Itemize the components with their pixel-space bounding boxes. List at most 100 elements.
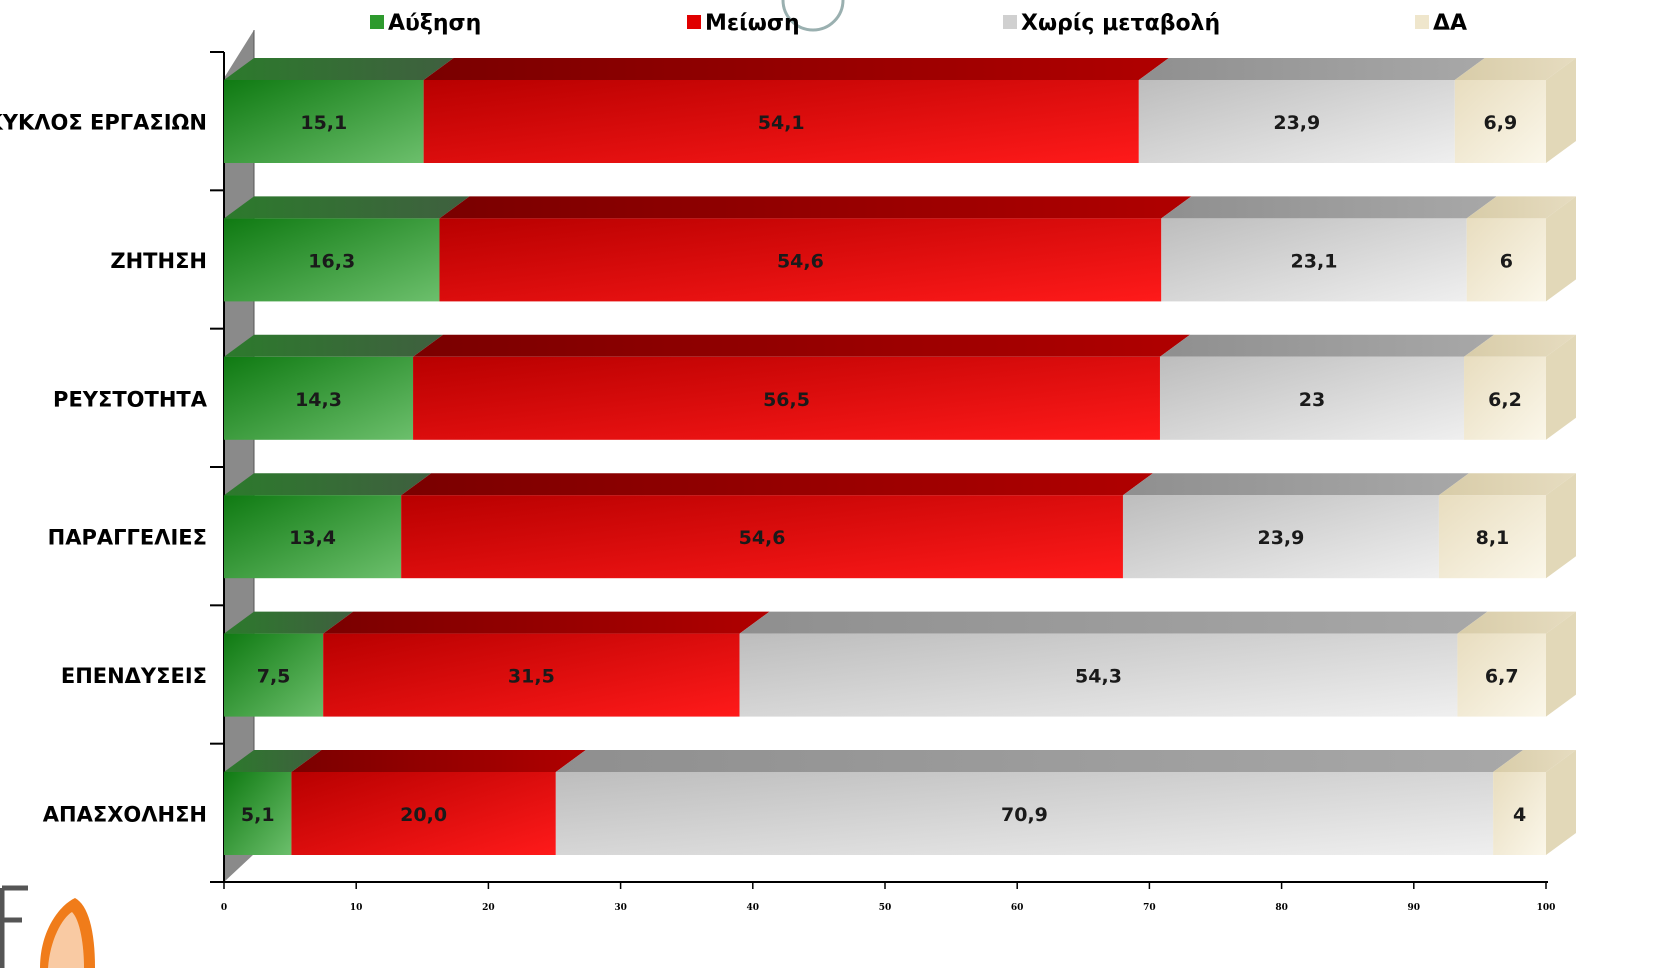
data-label: 54,3 <box>1075 666 1122 688</box>
data-label: 70,9 <box>1001 804 1048 826</box>
data-label: 6,7 <box>1485 666 1519 688</box>
data-label: 20,0 <box>400 804 447 826</box>
x-tick-label: 40 <box>747 903 760 913</box>
category-label: ΑΠΑΣΧΟΛΗΣΗ <box>43 803 207 827</box>
bar-top-face <box>1159 334 1495 357</box>
x-tick-label: 10 <box>350 903 363 913</box>
legend-label: ΔΑ <box>1433 11 1467 36</box>
x-tick-label: 80 <box>1275 903 1288 913</box>
data-label: 23,9 <box>1273 112 1320 134</box>
bar-segment-μείωση <box>291 772 556 855</box>
bar-side-face <box>1546 750 1576 855</box>
data-label: 7,5 <box>257 666 291 688</box>
data-label: 15,1 <box>300 112 347 134</box>
bar-segment-χωρίς-μεταβολή <box>1122 495 1439 579</box>
data-label: 6,2 <box>1488 389 1522 411</box>
bar-row-3: 13,4 54,6 23,9 8,1 <box>224 473 1576 579</box>
bar-segment-μείωση <box>323 633 740 717</box>
category-labels: ΚΥΚΛΟΣ ΕΡΓΑΣΙΩΝ ΖΗΤΗΣΗ ΡΕΥΣΤΟΤΗΤΑ ΠΑΡΑΓΓΕΛΙ… <box>0 111 208 827</box>
bar-top-face <box>1122 473 1469 496</box>
bar-top-face <box>224 196 470 219</box>
data-label: 54,6 <box>739 527 786 549</box>
bar-segment-μείωση <box>439 218 1162 302</box>
legend-label: Μείωση <box>705 11 800 36</box>
bar-top-face <box>224 334 444 357</box>
x-tick-label: 100 <box>1537 903 1556 913</box>
x-tick-label: 20 <box>482 903 495 913</box>
data-label: 31,5 <box>508 666 555 688</box>
y-axis-ticks <box>210 51 224 883</box>
bar-top-face <box>1438 473 1576 496</box>
legend-label: Αύξηση <box>388 11 481 36</box>
bar-top-face <box>1464 334 1576 357</box>
x-tick-label: 70 <box>1143 903 1156 913</box>
bar-side-face <box>1546 611 1576 717</box>
bar-segment-αύξηση <box>224 218 440 302</box>
legend-item-0: Αύξηση <box>370 11 481 36</box>
bar-segment-δα <box>1493 772 1546 855</box>
bar-segment-χωρίς-μεταβολή <box>555 772 1494 855</box>
category-label: ΚΥΚΛΟΣ ΕΡΓΑΣΙΩΝ <box>0 111 207 135</box>
bar-segment-δα <box>1454 80 1546 163</box>
bar-segment-χωρίς-μεταβολή <box>1161 218 1467 302</box>
bar-top-face <box>439 196 1192 219</box>
bar-segment-δα <box>1438 495 1546 579</box>
bar-segment-μείωση <box>401 495 1123 579</box>
legend: Αύξηση Μείωση Χωρίς μεταβολή ΔΑ <box>370 11 1467 36</box>
data-label: 13,4 <box>289 527 336 549</box>
bar-segment-δα <box>1457 633 1546 717</box>
data-label: 23 <box>1299 389 1325 411</box>
bar-segment-χωρίς-μεταβολή <box>739 633 1458 717</box>
bar-top-face <box>739 611 1488 634</box>
bar-top-face <box>555 750 1524 772</box>
legend-item-2: Χωρίς μεταβολή <box>1003 11 1220 36</box>
bar-row-2: 14,3 56,5 23 6,2 <box>224 334 1576 440</box>
bar-row-0: 15,1 54,1 23,9 6,9 <box>224 58 1576 163</box>
bar-top-face <box>224 750 322 772</box>
bar-side-face <box>1546 473 1576 579</box>
bar-segment-αύξηση <box>224 772 292 855</box>
bar-top-face <box>413 334 1190 357</box>
bar-segment-χωρίς-μεταβολή <box>1138 80 1455 163</box>
legend-item-3: ΔΑ <box>1415 11 1467 36</box>
legend-item-1: Μείωση <box>687 11 800 36</box>
bar-segment-δα <box>1464 356 1546 440</box>
bar-top-face <box>1466 196 1576 219</box>
category-label: ΖΗΤΗΣΗ <box>110 249 207 273</box>
top-emblem-fragment <box>781 0 845 32</box>
category-label: ΡΕΥΣΤΟΤΗΤΑ <box>53 387 208 411</box>
legend-swatch <box>370 15 384 29</box>
data-label: 23,1 <box>1291 250 1338 272</box>
bar-segment-αύξηση <box>224 80 424 163</box>
bar-side-face <box>1546 334 1576 440</box>
data-label: 16,3 <box>308 250 355 272</box>
data-label: 6 <box>1500 250 1513 272</box>
bar-top-face <box>224 473 432 496</box>
bar-top-face <box>323 611 770 634</box>
bar-side-face <box>1546 58 1576 163</box>
x-tick-label: 50 <box>879 903 892 913</box>
legend-swatch <box>1415 15 1429 29</box>
data-label: 14,3 <box>295 389 342 411</box>
data-label: 5,1 <box>241 804 275 826</box>
bar-top-face <box>224 611 354 634</box>
bar-top-face <box>401 473 1153 496</box>
bar-top-face <box>1457 611 1576 634</box>
bar-top-face <box>224 58 454 80</box>
bar-segment-αύξηση <box>224 495 402 579</box>
bar-side-face <box>1546 196 1576 302</box>
bar-top-face <box>1138 58 1485 80</box>
data-label: 6,9 <box>1484 112 1518 134</box>
bar-top-face <box>1161 196 1497 219</box>
legend-label: Χωρίς μεταβολή <box>1021 11 1220 36</box>
bar-row-5: 5,1 20,0 70,9 4 <box>224 750 1576 855</box>
logo <box>0 885 95 968</box>
x-axis-ticks: 0 10 20 30 40 50 60 70 80 90 100 <box>221 882 1556 913</box>
data-label: 54,6 <box>777 250 824 272</box>
bar-segment-αύξηση <box>224 356 414 440</box>
legend-swatch <box>687 15 701 29</box>
category-label: ΠΑΡΑΓΓΕΛΙΕΣ <box>48 526 207 550</box>
bar-top-face <box>291 750 586 772</box>
